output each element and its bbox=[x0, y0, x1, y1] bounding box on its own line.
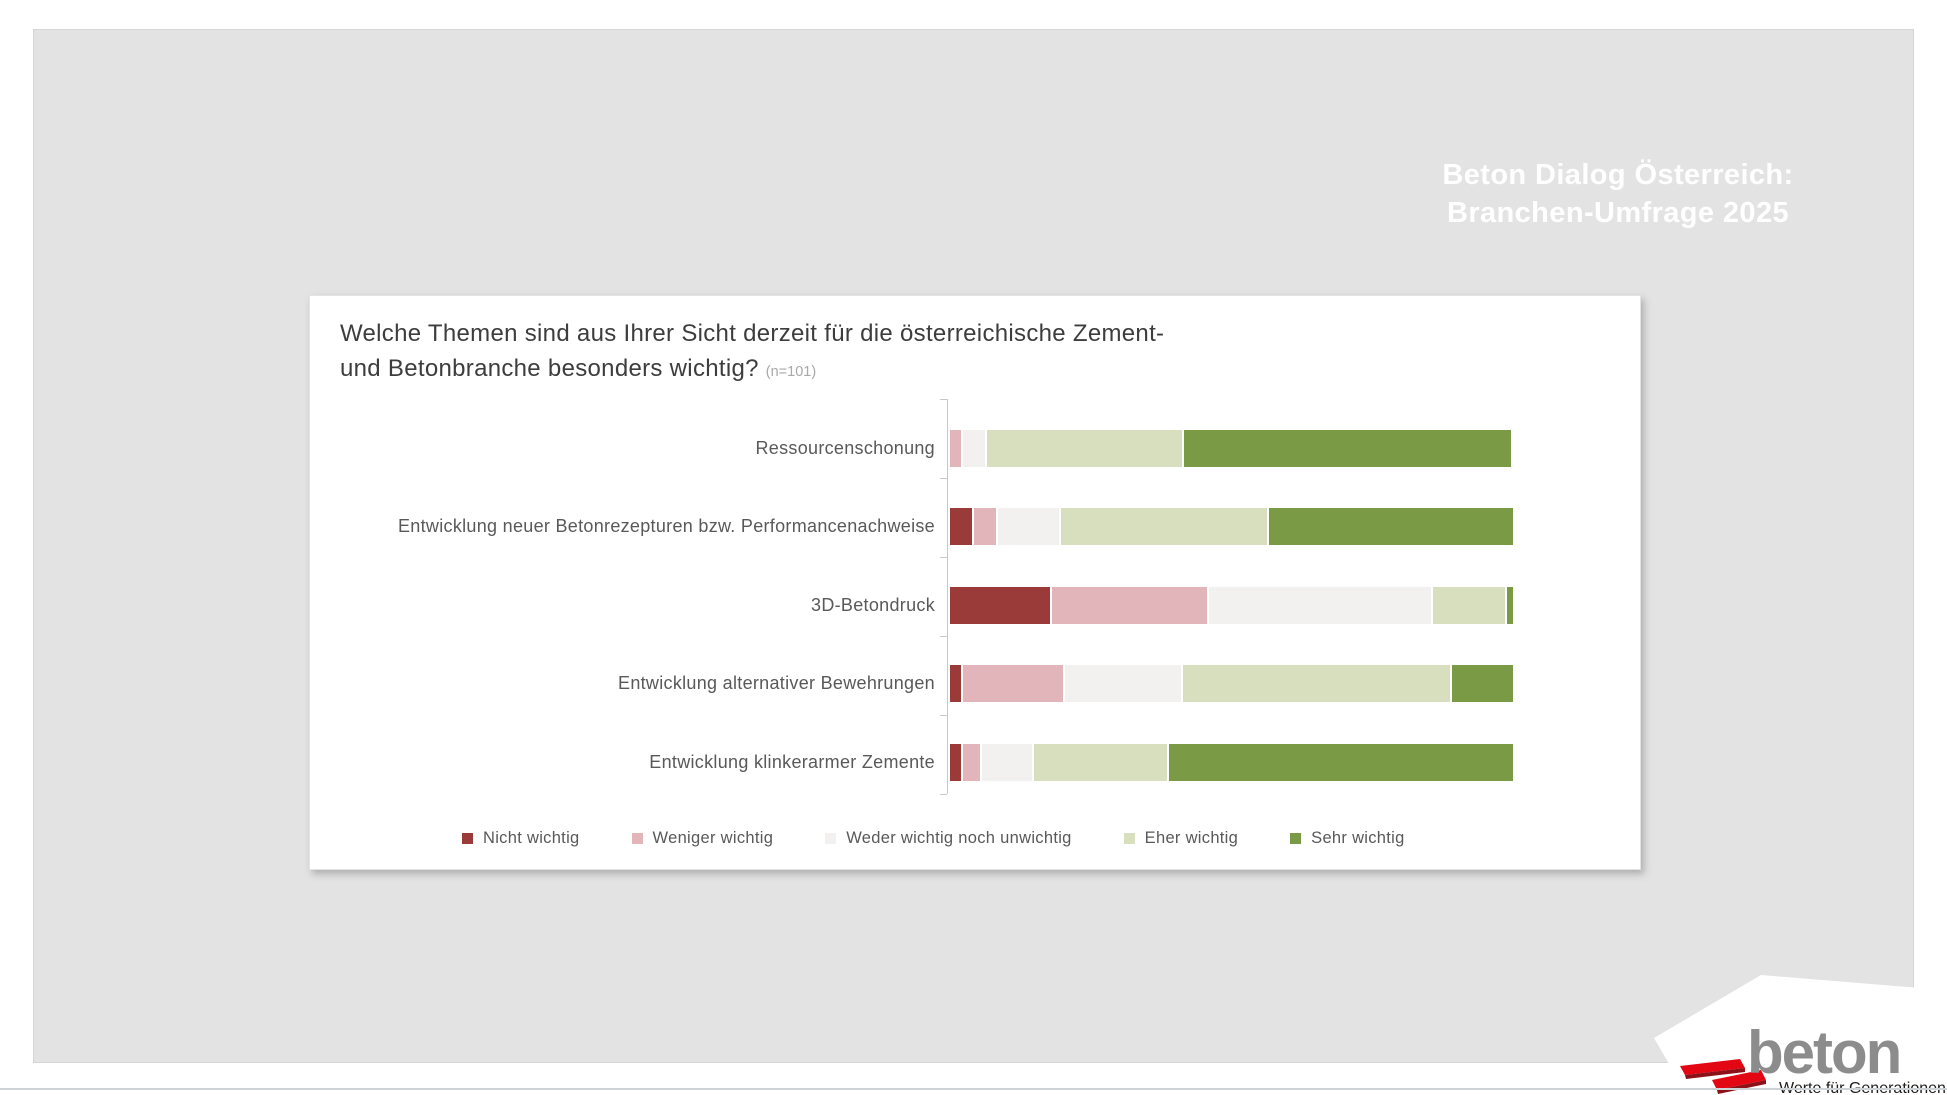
y-axis-line bbox=[947, 399, 948, 794]
legend-label: Weniger wichtig bbox=[652, 829, 774, 847]
stacked-bar bbox=[950, 665, 1513, 702]
bar-segment bbox=[987, 430, 1182, 467]
deck-title: Beton Dialog Österreich: Branchen-Umfrag… bbox=[1344, 156, 1892, 232]
sample-size-note: (n=101) bbox=[765, 364, 817, 380]
legend-item: Weder wichtig noch unwichtig bbox=[825, 829, 1071, 848]
bar-segment bbox=[974, 508, 997, 545]
legend-item: Nicht wichtig bbox=[462, 829, 580, 848]
bar-segment bbox=[950, 665, 962, 702]
bar-segment bbox=[950, 744, 962, 781]
logo-red-slab-bottom-edge bbox=[1717, 1080, 1766, 1094]
question-line1: Welche Themen sind aus Ihrer Sicht derze… bbox=[340, 320, 1165, 347]
legend-item: Eher wichtig bbox=[1123, 829, 1239, 848]
chart-row: 3D-Betondruck bbox=[310, 587, 1640, 624]
question-title: Welche Themen sind aus Ihrer Sicht derze… bbox=[340, 316, 1164, 390]
question-line2: und Betonbranche besonders wichtig? bbox=[340, 355, 759, 382]
category-label: 3D-Betondruck bbox=[811, 595, 935, 615]
axis-tick bbox=[940, 794, 947, 795]
stacked-bar bbox=[950, 508, 1513, 545]
logo-red-slab-top bbox=[1680, 1059, 1745, 1075]
logo-brand-text: beton bbox=[1747, 1019, 1900, 1086]
bar-segment bbox=[1064, 665, 1182, 702]
chart-card: Welche Themen sind aus Ihrer Sicht derze… bbox=[309, 295, 1641, 870]
bar-segment bbox=[998, 508, 1060, 545]
logo-red-slab-top-edge bbox=[1685, 1068, 1745, 1079]
bar-segment bbox=[963, 744, 980, 781]
bar-segment bbox=[950, 508, 973, 545]
bottom-divider bbox=[0, 1088, 1947, 1090]
bar-segment bbox=[950, 587, 1050, 624]
bar-segment bbox=[963, 665, 1063, 702]
bar-segment bbox=[1183, 430, 1511, 467]
axis-tick bbox=[940, 715, 947, 716]
category-label: Ressourcenschonung bbox=[755, 438, 935, 458]
legend-swatch bbox=[462, 833, 473, 844]
bar-segment bbox=[1051, 587, 1208, 624]
category-label: Entwicklung klinkerarmer Zemente bbox=[649, 752, 935, 772]
chart-row: Entwicklung alternativer Bewehrungen bbox=[310, 665, 1640, 702]
legend-label: Eher wichtig bbox=[1144, 829, 1239, 847]
logo-tagline-text: Werte für Generationen bbox=[1779, 1080, 1946, 1095]
bar-segment bbox=[1061, 508, 1267, 545]
axis-tick bbox=[940, 399, 947, 400]
axis-tick bbox=[940, 557, 947, 558]
chart-row: Entwicklung neuer Betonrezepturen bzw. P… bbox=[310, 508, 1640, 545]
slide-background: Beton Dialog Österreich: Branchen-Umfrag… bbox=[33, 29, 1947, 1095]
deck-title-line1: Beton Dialog Österreich: bbox=[1442, 159, 1794, 191]
axis-tick bbox=[940, 478, 947, 479]
bar-segment bbox=[1268, 508, 1513, 545]
bar-segment bbox=[1507, 587, 1513, 624]
legend-label: Weder wichtig noch unwichtig bbox=[846, 829, 1072, 847]
legend-label: Nicht wichtig bbox=[483, 829, 580, 847]
stacked-bar bbox=[950, 744, 1513, 781]
legend-item: Weniger wichtig bbox=[631, 829, 774, 848]
logo-red-slab-bottom bbox=[1712, 1070, 1766, 1090]
category-label: Entwicklung neuer Betonrezepturen bzw. P… bbox=[398, 516, 935, 536]
chart-row: Ressourcenschonung bbox=[310, 430, 1640, 467]
brand-logo: beton Werte für Generationen bbox=[1654, 975, 1947, 1095]
bar-segment bbox=[1209, 587, 1432, 624]
axis-tick bbox=[940, 636, 947, 637]
bar-segment bbox=[963, 430, 986, 467]
legend-swatch bbox=[1290, 833, 1302, 844]
legend-swatch bbox=[631, 833, 643, 844]
legend-swatch bbox=[1123, 833, 1135, 844]
bar-segment bbox=[981, 744, 1032, 781]
stacked-bar bbox=[950, 430, 1511, 467]
bar-segment bbox=[1168, 744, 1513, 781]
stacked-bar bbox=[950, 587, 1513, 624]
bar-segment bbox=[950, 430, 962, 467]
legend-label: Sehr wichtig bbox=[1311, 829, 1405, 847]
category-label: Entwicklung alternativer Bewehrungen bbox=[618, 673, 935, 693]
chart-row: Entwicklung klinkerarmer Zemente bbox=[310, 744, 1640, 781]
bar-segment bbox=[1183, 665, 1450, 702]
bar-segment bbox=[1451, 665, 1513, 702]
bar-segment bbox=[1433, 587, 1506, 624]
legend-swatch bbox=[825, 833, 837, 844]
legend-item: Sehr wichtig bbox=[1290, 829, 1404, 848]
bar-segment bbox=[1033, 744, 1167, 781]
stacked-bar-chart: Nicht wichtig Weniger wichtig Weder wichti… bbox=[310, 296, 1640, 869]
deck-title-line2: Branchen-Umfrage 2025 bbox=[1446, 197, 1790, 229]
chart-legend: Nicht wichtig Weniger wichtig Weder wichti… bbox=[462, 829, 1405, 848]
